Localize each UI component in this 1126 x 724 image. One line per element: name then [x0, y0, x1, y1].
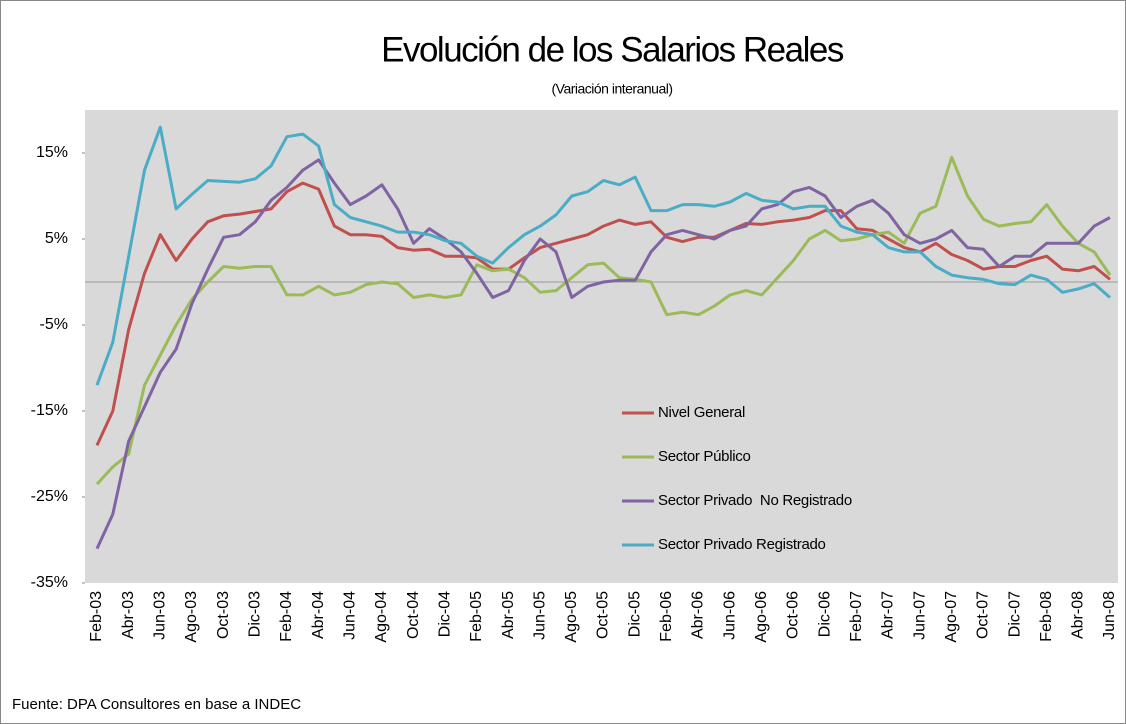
- series-line: [95, 155, 1112, 486]
- x-tick-label: Oct-04: [405, 591, 422, 639]
- x-tick-label: Abr-07: [880, 591, 897, 639]
- x-tick-label: Oct-07: [975, 591, 992, 639]
- x-tick-label: Ago-05: [563, 591, 580, 643]
- x-tick-label: Ago-03: [183, 591, 200, 643]
- legend-label: Sector Privado No Registrado: [658, 492, 852, 509]
- x-tick-label: Feb-03: [88, 591, 105, 642]
- x-tick-label: Abr-03: [120, 591, 137, 639]
- x-tick-label: Abr-04: [310, 591, 327, 639]
- x-tick-label: Jun-05: [531, 591, 548, 640]
- series-line: [95, 158, 1111, 550]
- x-tick-label: Jun-08: [1101, 591, 1118, 640]
- x-tick-label: Abr-06: [690, 591, 707, 639]
- x-tick-label: Jun-04: [341, 591, 358, 640]
- chart-title: Evolución de los Salarios Reales: [381, 30, 844, 69]
- x-tick-label: Dic-04: [436, 591, 453, 637]
- x-tick-label: Ago-04: [373, 591, 390, 643]
- x-tick-label: Feb-08: [1038, 591, 1055, 642]
- y-tick-label: -35%: [31, 574, 68, 591]
- x-tick-label: Jun-06: [721, 591, 738, 640]
- x-tick-label: Ago-07: [943, 591, 960, 643]
- x-tick-label: Dic-06: [816, 591, 833, 637]
- x-tick-label: Feb-06: [658, 591, 675, 642]
- y-tick-label: -5%: [40, 316, 68, 333]
- y-tick-label: 5%: [45, 230, 68, 247]
- x-tick-label: Oct-06: [785, 591, 802, 639]
- plot-area: [85, 110, 1118, 583]
- x-tick-label: Ago-06: [753, 591, 770, 643]
- x-tick-label: Dic-07: [1006, 591, 1023, 637]
- x-tick-label: Feb-07: [848, 591, 865, 642]
- x-tick-label: Oct-05: [595, 591, 612, 639]
- x-tick-label: Abr-08: [1070, 591, 1087, 639]
- x-tick-label: Dic-03: [247, 591, 264, 637]
- legend-label: Sector Privado Registrado: [658, 536, 826, 553]
- x-tick-label: Feb-04: [278, 591, 295, 642]
- legend-label: Sector Público: [658, 448, 751, 465]
- source-note: Fuente: DPA Consultores en base a INDEC: [12, 696, 301, 713]
- x-tick-label: Feb-05: [468, 591, 485, 642]
- y-tick-label: -15%: [31, 402, 68, 419]
- x-tick-label: Dic-05: [626, 591, 643, 637]
- series-line: [95, 125, 1111, 386]
- x-tick-label: Oct-03: [215, 591, 232, 639]
- x-tick-label: Jun-03: [152, 591, 169, 640]
- y-tick-label: 15%: [36, 144, 68, 161]
- x-tick-label: Abr-05: [500, 591, 517, 639]
- x-tick-label: Jun-07: [911, 591, 928, 640]
- legend-label: Nivel General: [658, 404, 745, 421]
- chart-subtitle: (Variación interanual): [551, 81, 672, 97]
- y-tick-label: -25%: [31, 488, 68, 505]
